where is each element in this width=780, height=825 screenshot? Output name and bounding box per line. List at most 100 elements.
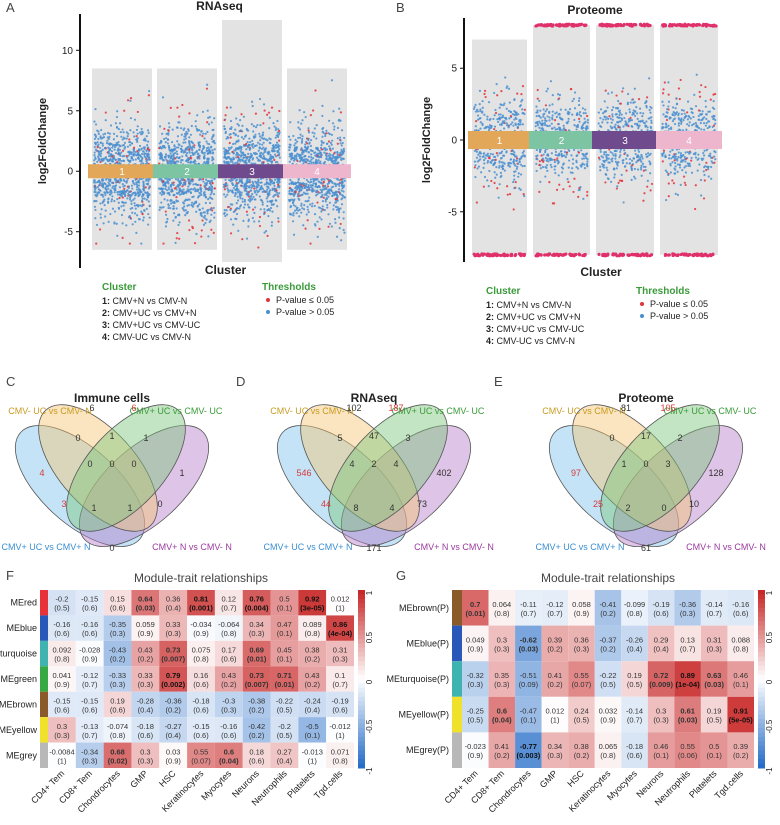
point-nonsignificant — [675, 103, 678, 106]
point-nonsignificant — [472, 107, 476, 111]
point-significant — [129, 97, 133, 100]
point-nonsignificant — [100, 193, 103, 196]
point-nonsignificant — [692, 115, 695, 119]
point-significant — [621, 90, 624, 93]
point-nonsignificant — [485, 154, 488, 157]
point-nonsignificant — [336, 137, 339, 140]
point-nonsignificant — [301, 119, 304, 122]
point-nonsignificant — [192, 183, 195, 186]
point-nonsignificant — [276, 185, 279, 189]
point-nonsignificant — [327, 154, 330, 157]
point-nonsignificant — [208, 185, 211, 189]
cell-pvalue: (0.6) — [733, 609, 749, 618]
point-nonsignificant — [307, 138, 310, 142]
point-nonsignificant — [236, 191, 240, 194]
point-significant — [484, 95, 487, 99]
cell-value: -0.35 — [109, 620, 126, 629]
point-nonsignificant — [114, 122, 118, 125]
point-nonsignificant — [260, 151, 263, 154]
point-nonsignificant — [241, 159, 244, 162]
point-significant — [228, 141, 231, 145]
point-significant — [500, 89, 503, 93]
point-nonsignificant — [577, 99, 581, 102]
cell-pvalue: (0.2) — [221, 680, 237, 689]
point-saturated-top — [534, 24, 539, 28]
point-nonsignificant — [270, 160, 273, 163]
point-significant — [506, 185, 509, 188]
point-nonsignificant — [556, 154, 559, 157]
point-nonsignificant — [494, 108, 497, 112]
point-nonsignificant — [177, 160, 180, 163]
point-nonsignificant — [247, 225, 250, 228]
point-nonsignificant — [135, 231, 138, 234]
point-nonsignificant — [93, 184, 96, 187]
legend-threshold-dot — [266, 298, 270, 302]
point-saturated-bottom — [501, 253, 505, 257]
point-nonsignificant — [331, 194, 334, 197]
point-nonsignificant — [249, 152, 252, 155]
point-nonsignificant — [147, 212, 150, 216]
point-nonsignificant — [116, 179, 119, 182]
point-nonsignificant — [160, 201, 163, 204]
point-nonsignificant — [120, 135, 123, 138]
point-nonsignificant — [309, 185, 313, 189]
point-significant — [175, 195, 178, 199]
venn-count: 6 — [89, 403, 94, 413]
point-nonsignificant — [620, 118, 624, 121]
cell-value: 0.03 — [166, 747, 181, 756]
point-nonsignificant — [517, 113, 520, 116]
point-significant — [339, 178, 343, 181]
point-nonsignificant — [262, 154, 265, 158]
point-nonsignificant — [289, 146, 292, 149]
point-nonsignificant — [201, 110, 205, 113]
point-nonsignificant — [669, 162, 672, 165]
point-nonsignificant — [501, 167, 505, 170]
point-nonsignificant — [95, 223, 99, 227]
point-nonsignificant — [311, 202, 314, 205]
point-nonsignificant — [683, 116, 686, 120]
point-saturated-top — [627, 23, 631, 27]
point-nonsignificant — [582, 112, 585, 115]
cell-pvalue: (0.8) — [733, 644, 749, 653]
point-nonsignificant — [666, 171, 669, 174]
venn-count: 25 — [593, 499, 603, 509]
point-nonsignificant — [703, 173, 706, 177]
point-nonsignificant — [514, 111, 517, 114]
point-nonsignificant — [224, 149, 227, 152]
point-nonsignificant — [258, 147, 261, 150]
point-nonsignificant — [519, 173, 523, 176]
point-saturated-top — [621, 23, 625, 28]
point-nonsignificant — [341, 129, 344, 132]
point-nonsignificant — [109, 193, 112, 196]
point-nonsignificant — [483, 113, 486, 116]
point-nonsignificant — [684, 165, 687, 168]
point-nonsignificant — [318, 161, 321, 164]
panel-letter-d: D — [236, 374, 245, 389]
point-nonsignificant — [99, 213, 102, 216]
point-nonsignificant — [103, 146, 107, 150]
cell-value: -0.14 — [706, 600, 723, 609]
point-nonsignificant — [198, 154, 201, 157]
point-nonsignificant — [323, 188, 326, 191]
point-nonsignificant — [640, 164, 643, 167]
point-nonsignificant — [229, 179, 232, 183]
y-tick-label: 5 — [451, 64, 457, 75]
cell-pvalue: (0.9) — [574, 609, 590, 618]
point-nonsignificant — [176, 135, 180, 138]
point-nonsignificant — [166, 142, 169, 145]
point-nonsignificant — [127, 154, 130, 157]
point-nonsignificant — [193, 146, 196, 149]
point-nonsignificant — [96, 129, 99, 132]
point-nonsignificant — [173, 201, 176, 205]
point-nonsignificant — [523, 164, 526, 168]
point-significant — [604, 89, 607, 92]
point-nonsignificant — [242, 137, 245, 140]
point-nonsignificant — [497, 113, 500, 116]
cell-pvalue: (0.6) — [54, 629, 70, 638]
legend-cluster-item: 4: CMV-UC vs CMV-N — [486, 336, 575, 346]
point-nonsignificant — [251, 192, 254, 196]
cluster-box-label: 3 — [622, 136, 628, 147]
point-nonsignificant — [646, 179, 649, 183]
point-nonsignificant — [224, 152, 227, 156]
point-nonsignificant — [616, 120, 619, 124]
